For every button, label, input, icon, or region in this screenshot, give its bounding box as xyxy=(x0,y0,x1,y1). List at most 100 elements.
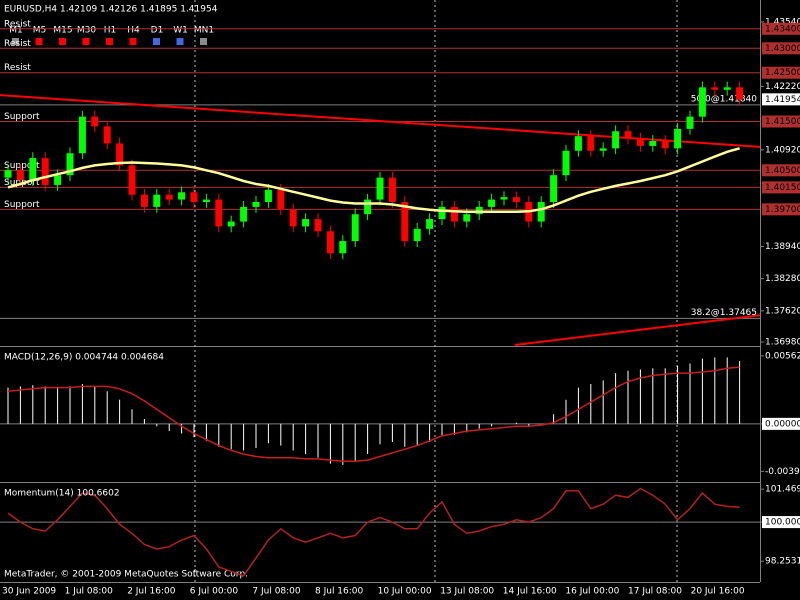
candle-body xyxy=(202,199,210,203)
footer: MetaTrader, © 2001-2009 MetaQuotes Softw… xyxy=(4,570,248,580)
y-tick-label: 1.37620 xyxy=(765,306,800,316)
x-tick-label: 14 Jul 16:00 xyxy=(503,587,557,597)
timeframe-button[interactable] xyxy=(82,38,90,45)
timeframe-button[interactable] xyxy=(59,38,66,45)
candle-body xyxy=(178,192,186,200)
level-price: 1.40150 xyxy=(765,183,800,193)
candle-body xyxy=(165,194,173,200)
candle-body xyxy=(376,177,384,200)
timeframe-label[interactable]: M15 xyxy=(53,26,72,36)
candle-body xyxy=(574,136,582,151)
fibo-label: 38.2@1.37465 xyxy=(691,308,757,318)
candle-body xyxy=(128,165,136,195)
timeframe-label[interactable]: H1 xyxy=(104,26,117,36)
timeframe-label[interactable]: W1 xyxy=(173,26,188,36)
candle-body xyxy=(190,192,198,203)
timeframe-label[interactable]: D1 xyxy=(151,26,164,36)
x-tick-label: 10 Jul 00:00 xyxy=(378,587,432,597)
candle-body xyxy=(401,202,409,242)
y-tick-label: 1.38280 xyxy=(765,274,800,284)
level-price: 1.43000 xyxy=(765,44,800,54)
level-price-box xyxy=(762,66,800,79)
candle-body xyxy=(140,194,148,207)
candle-body xyxy=(388,177,396,203)
candle-body xyxy=(599,148,607,151)
y-tick-label: 0.000000 xyxy=(765,419,800,429)
y-tick-label: 1.42220 xyxy=(765,82,800,92)
candle-body xyxy=(438,206,446,220)
candle-body xyxy=(686,116,694,129)
candle-body xyxy=(488,199,496,207)
candle-body xyxy=(215,199,223,227)
candle-body xyxy=(463,214,471,222)
candle-body xyxy=(264,189,272,203)
timeframe-label[interactable]: M1 xyxy=(9,26,23,36)
current-price-box xyxy=(762,93,800,106)
candle-body xyxy=(649,141,657,146)
trendline xyxy=(0,94,761,148)
candle-body xyxy=(674,128,682,149)
level-name: Resist xyxy=(4,19,31,29)
x-tick-label: 2 Jul 16:00 xyxy=(127,587,176,597)
x-tick-label: 30 Jun 2009 xyxy=(2,587,56,597)
candle-body xyxy=(41,158,49,185)
level-price: 1.42500 xyxy=(765,68,800,78)
candle-body xyxy=(29,158,37,181)
candle-body xyxy=(16,170,24,181)
indicator-title: MACD(12,26,9) 0.004744 0.004684 xyxy=(4,353,164,363)
timeframe-label[interactable]: M5 xyxy=(33,26,47,36)
level-price-box xyxy=(762,203,800,216)
candle-body xyxy=(537,202,545,222)
candle-body xyxy=(500,197,508,200)
candle-body xyxy=(66,153,74,176)
candle-body xyxy=(512,197,520,203)
y-tick-label: 1.38940 xyxy=(765,242,800,252)
timeframe-button[interactable] xyxy=(106,38,113,45)
level-name: Resist xyxy=(4,39,31,49)
candle-body xyxy=(277,189,285,210)
candle-body xyxy=(426,219,434,229)
y-tick-label: 101.4697 xyxy=(765,485,800,495)
y-tick-label: 1.36980 xyxy=(765,338,800,348)
candle-body xyxy=(562,150,570,176)
candle-body xyxy=(252,202,260,207)
value-box xyxy=(762,417,800,430)
candle-body xyxy=(636,138,644,146)
candle-body xyxy=(240,206,248,222)
y-tick-label: 100.0000 xyxy=(765,518,800,528)
candle-body xyxy=(4,170,12,178)
candle-body xyxy=(364,199,372,215)
candle-body xyxy=(78,116,86,154)
current-price: 1.41954 xyxy=(765,95,800,105)
x-tick-label: 13 Jul 08:00 xyxy=(440,587,494,597)
level-name: Support xyxy=(4,112,40,122)
candle-body xyxy=(351,214,359,242)
indicator-title: Momentum(14) 100.6602 xyxy=(4,489,120,499)
candle-body xyxy=(302,219,310,227)
timeframe-label[interactable]: H4 xyxy=(127,26,140,36)
level-price-box xyxy=(762,164,800,177)
level-price: 1.39700 xyxy=(765,205,800,215)
signal-line xyxy=(7,366,740,463)
level-name: Support xyxy=(4,161,40,171)
moving-average xyxy=(7,147,740,214)
y-tick-label: 1.43540 xyxy=(765,17,800,27)
timeframe-label[interactable]: M30 xyxy=(77,26,96,36)
timeframe-button[interactable] xyxy=(200,38,207,45)
level-price-box xyxy=(762,115,800,128)
chart-title: EURUSD,H4 1.42109 1.42126 1.41895 1.4195… xyxy=(4,5,218,15)
y-tick-label: 1.40920 xyxy=(765,145,800,155)
level-price: 1.40500 xyxy=(765,166,800,176)
x-tick-label: 7 Jul 08:00 xyxy=(252,587,301,597)
timeframe-button[interactable] xyxy=(35,38,43,45)
timeframe-button[interactable] xyxy=(129,38,137,45)
timeframe-button[interactable] xyxy=(176,38,184,45)
timeframe-button[interactable] xyxy=(12,38,19,45)
candle-body xyxy=(661,141,669,149)
candle-body xyxy=(612,131,620,149)
timeframe-label[interactable]: MN1 xyxy=(194,26,214,36)
timeframe-button[interactable] xyxy=(153,38,160,45)
y-tick-label: 0.005628 xyxy=(765,351,800,361)
x-tick-label: 1 Jul 08:00 xyxy=(65,587,114,597)
